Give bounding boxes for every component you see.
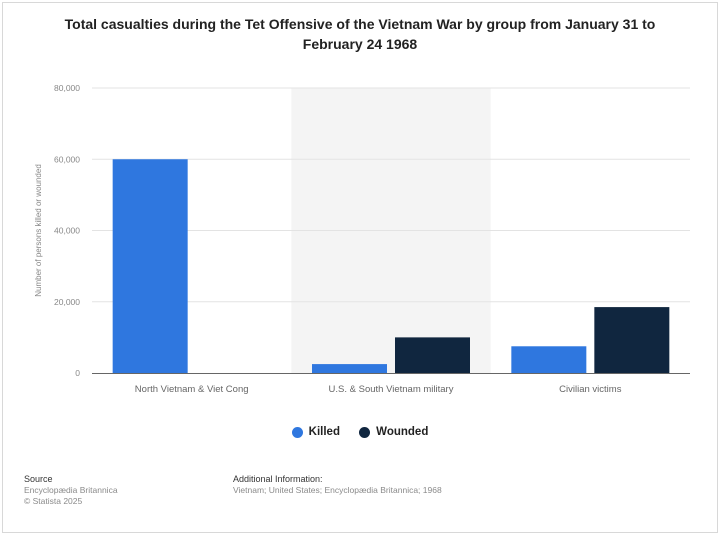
source-block: Source Encyclopædia Britannica © Statist…	[24, 474, 118, 507]
legend: Killed Wounded	[0, 426, 720, 441]
legend-item-killed[interactable]: Killed	[291, 426, 340, 438]
legend-swatch-wounded	[359, 426, 371, 438]
y-tick-label: 0	[75, 368, 80, 378]
additional-info-text: Vietnam; United States; Encyclopædia Bri…	[233, 485, 442, 495]
x-tick-label: U.S. & South Vietnam military	[329, 384, 454, 395]
x-tick-label: Civilian victims	[559, 384, 622, 395]
y-axis-label: Number of persons killed or wounded	[34, 164, 43, 297]
bar-killed-1	[312, 364, 387, 373]
y-tick-label: 80,000	[54, 83, 80, 93]
additional-info-block: Additional Information: Vietnam; United …	[233, 474, 442, 496]
bar-wounded-2	[594, 307, 670, 373]
chart-title: Total casualties during the Tet Offensiv…	[64, 16, 656, 52]
y-tick-label: 20,000	[54, 297, 80, 307]
legend-label-killed: Killed	[308, 426, 340, 438]
source-line-2[interactable]: © Statista 2025	[24, 496, 83, 506]
legend-item-wounded[interactable]: Wounded	[359, 426, 428, 438]
source-line-1: Encyclopædia Britannica	[24, 485, 118, 495]
y-tick-label: 40,000	[54, 226, 80, 236]
bar-killed-0	[112, 159, 188, 373]
bar-wounded-1	[395, 337, 470, 373]
bar-killed-2	[511, 346, 587, 373]
legend-swatch-killed	[291, 426, 303, 438]
source-heading: Source	[24, 474, 53, 484]
legend-label-wounded: Wounded	[376, 426, 429, 438]
bar-chart: 0 20,000 40,000 60,000 80,000 Number of perso…	[34, 83, 690, 395]
y-tick-label: 60,000	[54, 154, 80, 164]
x-tick-label: North Vietnam & Viet Cong	[135, 384, 249, 395]
additional-info-heading: Additional Information:	[233, 474, 323, 484]
